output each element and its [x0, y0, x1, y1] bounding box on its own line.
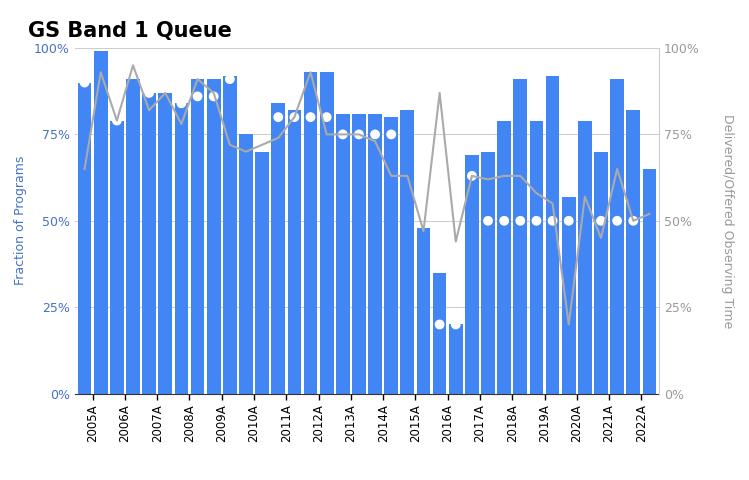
Bar — [514, 79, 527, 394]
Bar — [78, 83, 91, 394]
Bar — [433, 273, 446, 394]
Bar — [126, 79, 140, 394]
Bar — [626, 110, 640, 394]
Bar — [303, 72, 318, 394]
Point — [192, 93, 204, 100]
Bar — [223, 76, 237, 394]
Bar — [255, 152, 269, 394]
Point — [498, 217, 510, 225]
Point — [628, 217, 640, 225]
Bar — [643, 169, 656, 394]
Point — [466, 172, 478, 180]
Bar — [449, 324, 463, 394]
Bar — [465, 155, 479, 394]
Point — [337, 131, 349, 138]
Y-axis label: Delivered/Offered Observing Time: Delivered/Offered Observing Time — [721, 114, 734, 328]
Point — [595, 217, 607, 225]
Bar — [401, 110, 414, 394]
Bar — [271, 103, 285, 394]
Point — [450, 321, 462, 328]
Bar — [562, 197, 575, 394]
Bar — [578, 120, 592, 394]
Point — [288, 113, 300, 121]
Point — [79, 79, 91, 86]
Text: GS Band 1 Queue: GS Band 1 Queue — [28, 21, 232, 41]
Bar — [175, 103, 188, 394]
Bar — [530, 120, 543, 394]
Bar — [110, 120, 124, 394]
Point — [530, 217, 542, 225]
Point — [434, 321, 446, 328]
Point — [175, 99, 187, 107]
Point — [272, 113, 284, 121]
Bar — [546, 76, 560, 394]
Point — [111, 117, 123, 124]
Bar — [191, 79, 204, 394]
Bar — [610, 79, 624, 394]
Bar — [481, 152, 495, 394]
Bar — [336, 114, 350, 394]
Point — [482, 217, 494, 225]
Bar — [352, 114, 366, 394]
Bar — [384, 117, 398, 394]
Point — [547, 217, 559, 225]
Bar — [159, 93, 172, 394]
Y-axis label: Fraction of Programs: Fraction of Programs — [14, 156, 27, 286]
Point — [369, 131, 381, 138]
Point — [321, 113, 333, 121]
Bar — [239, 134, 253, 394]
Point — [224, 75, 236, 83]
Bar — [416, 228, 431, 394]
Point — [515, 217, 527, 225]
Bar — [320, 72, 333, 394]
Point — [207, 93, 219, 100]
Bar — [94, 51, 108, 394]
Bar — [207, 79, 220, 394]
Point — [562, 217, 574, 225]
Point — [143, 89, 155, 97]
Point — [385, 131, 397, 138]
Point — [353, 131, 365, 138]
Bar — [369, 114, 382, 394]
Bar — [142, 93, 156, 394]
Bar — [594, 152, 608, 394]
Bar — [497, 120, 511, 394]
Point — [611, 217, 623, 225]
Point — [305, 113, 317, 121]
Bar — [288, 110, 301, 394]
